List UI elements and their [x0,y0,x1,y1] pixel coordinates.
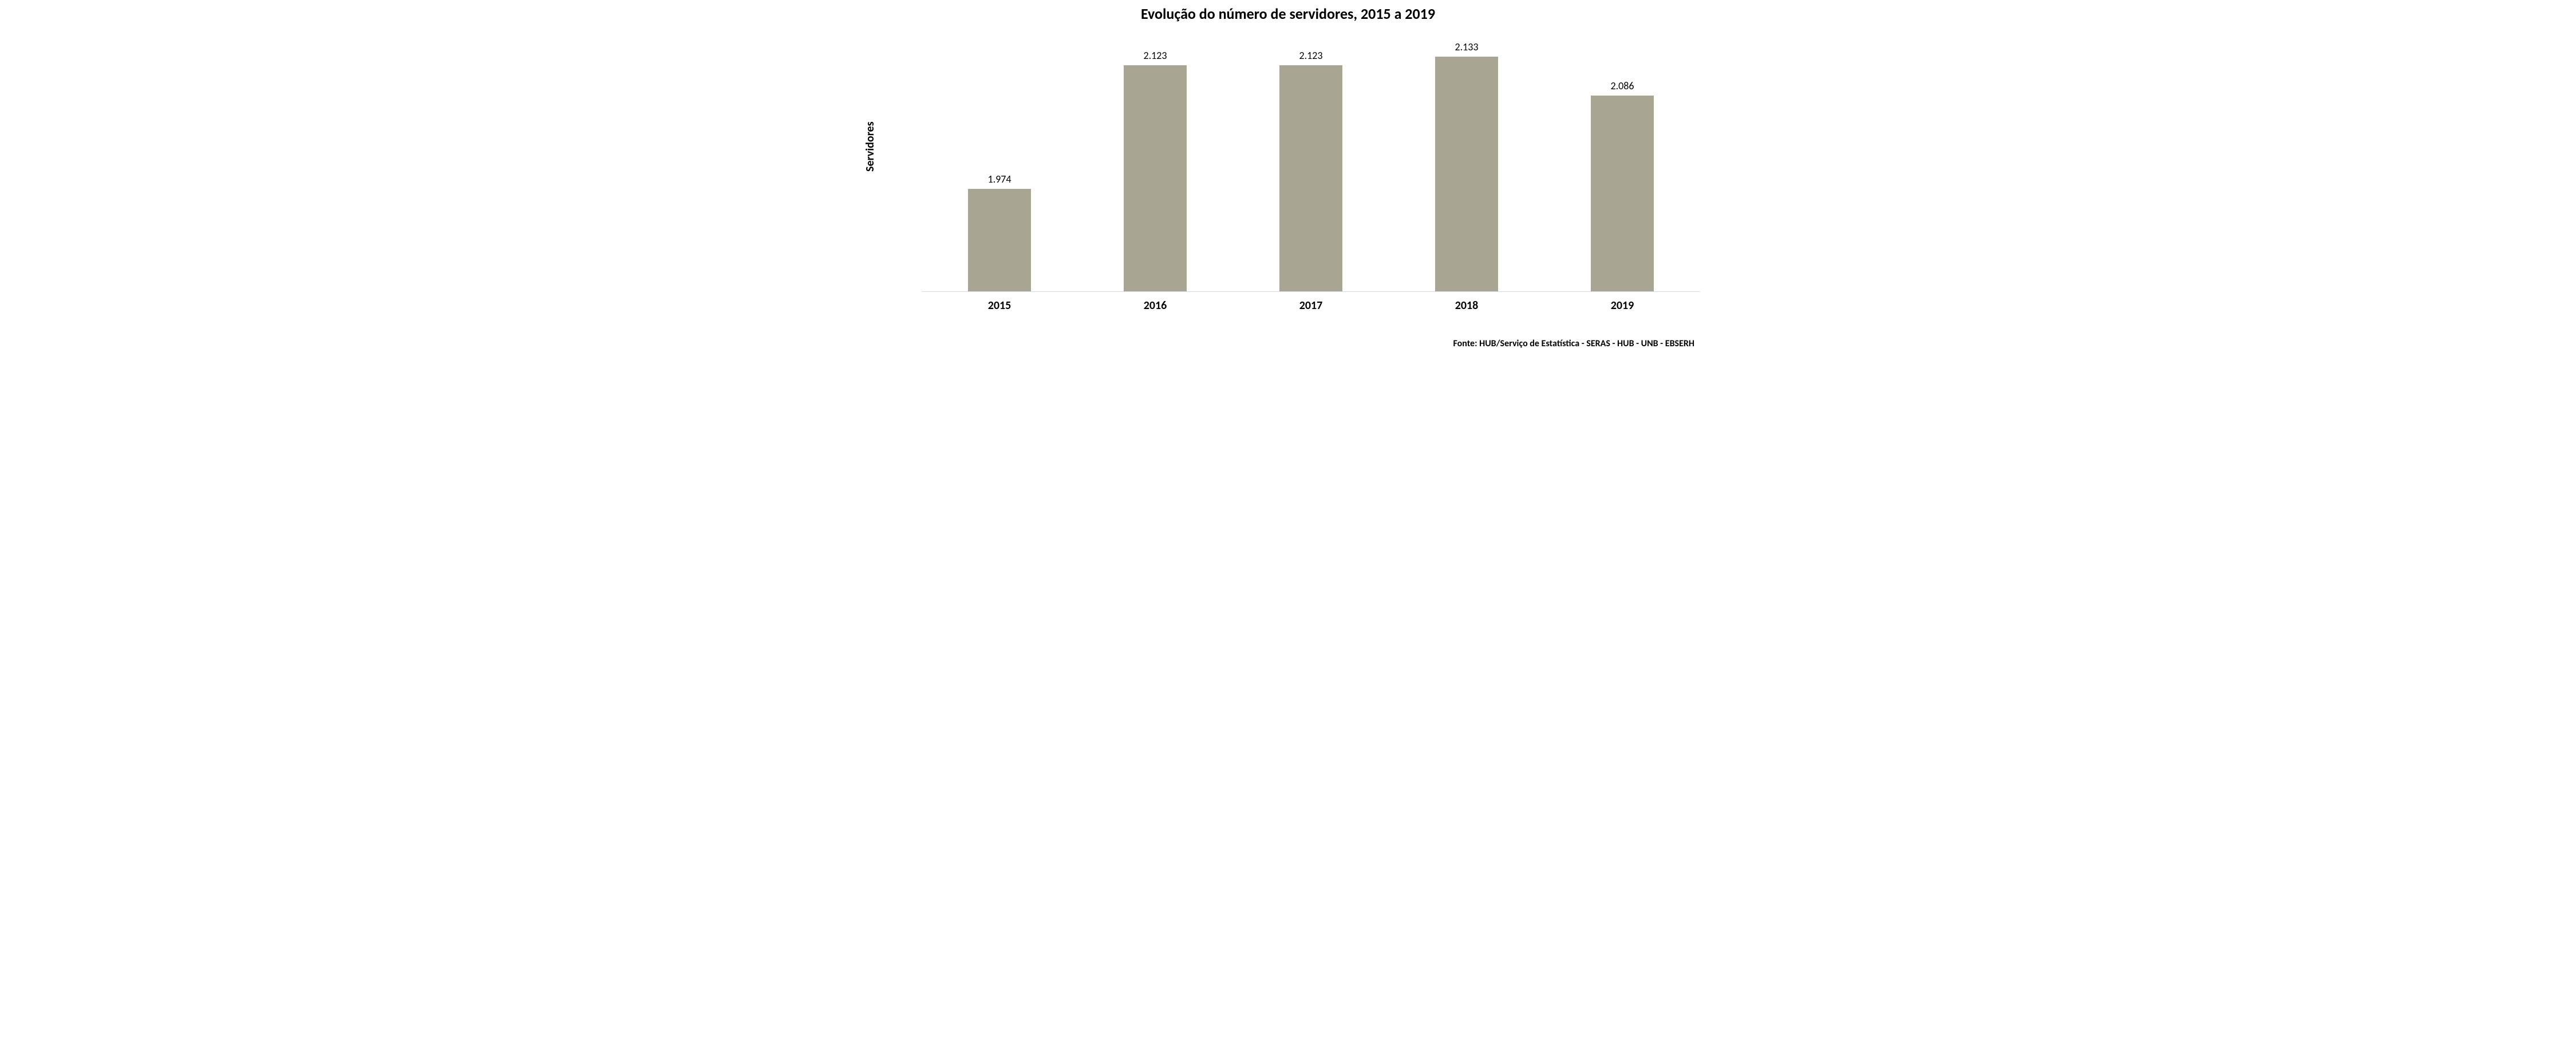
bar-value-label: 2.123 [1143,49,1167,62]
bar-slot: 2.133 [1389,34,1544,292]
bar-slot: 2.123 [1233,34,1389,292]
bar-value-label: 2.123 [1299,49,1322,62]
x-axis: 2015 2016 2017 2018 2019 [922,299,1700,312]
bar-chart: Evolução do número de servidores, 2015 a… [859,0,1717,354]
bar-value-label: 2.086 [1610,80,1634,92]
bar-value-label: 2.133 [1455,41,1478,53]
bar-slot: 2.123 [1077,34,1233,292]
bar-rect [1279,65,1342,292]
chart-title: Evolução do número de servidores, 2015 a… [859,5,1717,23]
x-tick-label: 2015 [922,299,1077,312]
x-tick-label: 2016 [1077,299,1233,312]
x-tick-label: 2019 [1544,299,1700,312]
plot-area: 1.974 2.123 2.123 2.133 2.086 [922,34,1700,292]
source-note: Fonte: HUB/Serviço de Estatística - SERA… [1453,338,1695,349]
y-axis-label: Servidores [863,121,877,172]
bar-rect [1435,57,1498,292]
x-tick-label: 2017 [1233,299,1389,312]
bar-value-label: 1.974 [987,173,1011,185]
bar-rect [1591,96,1654,292]
bar-slot: 1.974 [922,34,1077,292]
bars-container: 1.974 2.123 2.123 2.133 2.086 [922,34,1700,292]
baseline [922,291,1700,292]
x-tick-label: 2018 [1389,299,1544,312]
bar-rect [968,189,1031,292]
bar-rect [1124,65,1187,292]
bar-slot: 2.086 [1544,34,1700,292]
